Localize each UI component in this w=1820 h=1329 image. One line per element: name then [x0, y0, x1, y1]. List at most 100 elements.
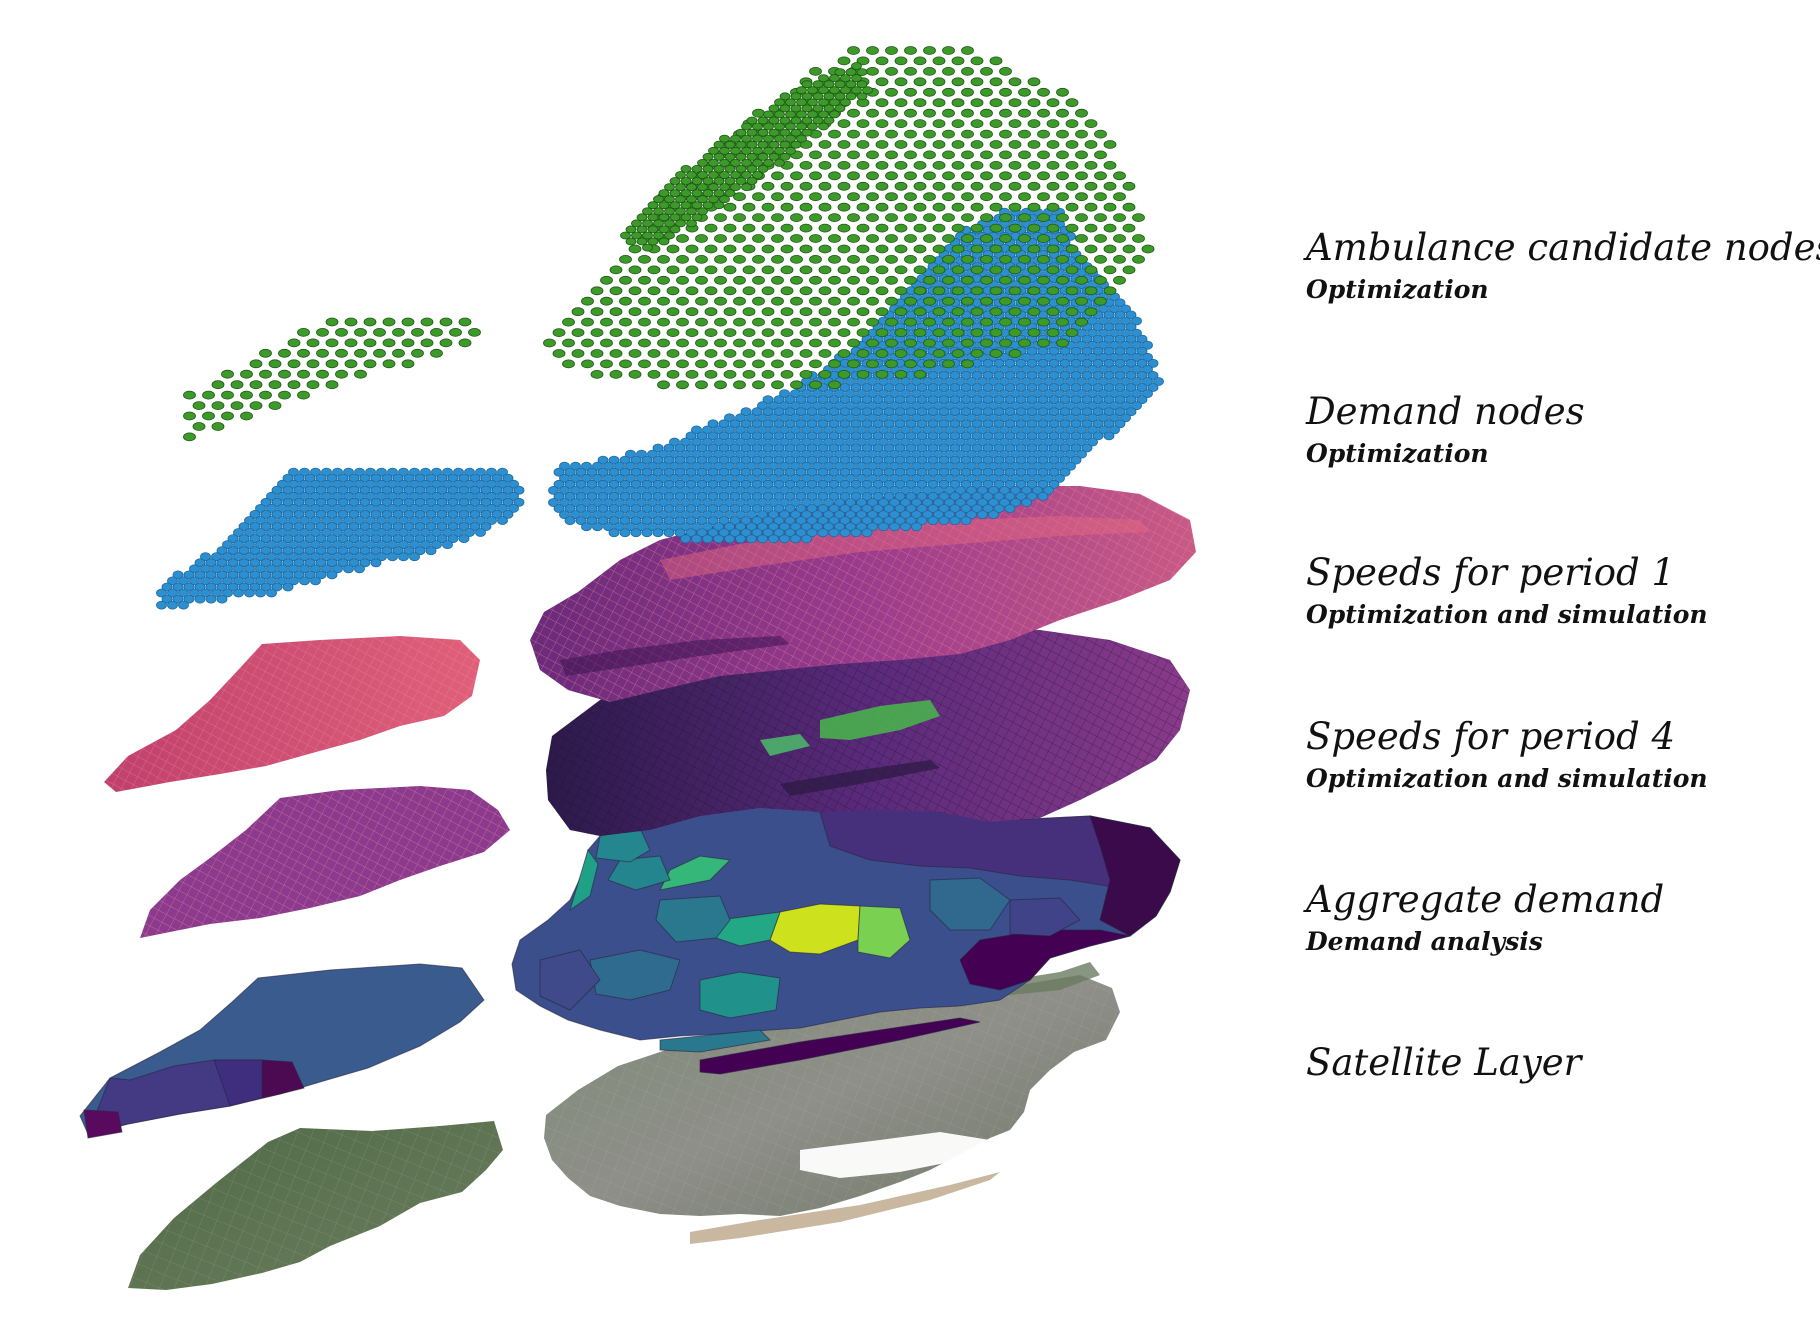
ambulance-node-dot — [885, 87, 898, 97]
ambulance-node-dot — [401, 338, 415, 348]
ambulance-node-dot — [628, 265, 642, 275]
demand-node-dot — [475, 528, 486, 537]
demand-node-dot — [156, 600, 167, 610]
demand-node-dot — [828, 516, 840, 525]
ambulance-node-dot — [658, 237, 670, 246]
demand-node-dot — [453, 479, 464, 489]
demand-node-dot — [707, 479, 719, 489]
demand-node-dot — [282, 497, 294, 507]
ambulance-node-dot — [552, 328, 566, 338]
demand-node-dot — [927, 504, 939, 513]
demand-node-dot — [993, 504, 1005, 513]
demand-node-dot — [381, 534, 393, 543]
ambulance-node-dot — [828, 380, 841, 390]
ambulance-node-dot — [1046, 223, 1060, 233]
demand-node-dot — [1131, 328, 1142, 338]
demand-node-dot — [1070, 431, 1082, 441]
demand-node-dot — [806, 467, 818, 477]
demand-node-dot — [266, 588, 277, 598]
ambulance-node-dot — [1065, 286, 1079, 296]
ambulance-node-dot — [741, 122, 752, 131]
ambulance-node-dot — [904, 359, 917, 369]
demand-node-dot — [1131, 389, 1142, 399]
ambulance-node-dot — [961, 317, 974, 327]
demand-node-dot — [502, 473, 514, 483]
demand-node-dot — [1081, 443, 1093, 453]
ambulance-node-dot — [829, 86, 840, 95]
demand-node-dot — [608, 504, 620, 513]
demand-node-dot — [370, 558, 382, 568]
demand-node-dot — [255, 528, 266, 537]
demand-node-dot — [1004, 383, 1016, 392]
demand-node-dot — [702, 425, 713, 435]
ambulance-node-dot — [552, 349, 566, 358]
demand-node-dot — [960, 431, 972, 441]
demand-node-dot — [762, 528, 774, 538]
ambulance-node-dot — [932, 349, 946, 358]
ambulance-node-dot — [746, 116, 758, 125]
demand-node-dot — [458, 522, 470, 531]
ambulance-node-dot — [713, 177, 725, 185]
ambulance-node-dot — [790, 92, 802, 101]
ambulance-node-dot — [885, 108, 898, 118]
demand-node-dot — [999, 485, 1010, 495]
ambulance-node-dot — [642, 231, 653, 240]
ambulance-node-dot — [636, 225, 648, 234]
demand-node-dot — [834, 473, 845, 483]
ambulance-node-dot — [980, 150, 993, 160]
ambulance-node-dot — [942, 129, 955, 139]
demand-node-dot — [713, 522, 724, 532]
ambulance-node-dot — [1037, 129, 1050, 139]
demand-node-dot — [497, 503, 508, 513]
demand-node-dot — [1059, 370, 1071, 380]
demand-node-dot — [564, 504, 576, 513]
demand-node-dot — [619, 516, 631, 525]
demand-node-dot — [1026, 395, 1038, 405]
ambulance-node-dot — [1141, 244, 1155, 254]
demand-node-dot — [1092, 322, 1104, 332]
demand-node-dot — [1081, 419, 1093, 429]
demand-node-dot — [183, 582, 195, 592]
ambulance-node-dot — [1018, 150, 1031, 160]
demand-node-dot — [905, 443, 917, 453]
demand-node-dot — [392, 522, 404, 531]
demand-node-dot — [905, 491, 917, 501]
ambulance-node-dot — [1008, 77, 1022, 87]
ambulance-node-dot — [1027, 307, 1041, 317]
demand-node-dot — [867, 473, 878, 483]
demand-node-dot — [398, 491, 409, 501]
demand-node-dot — [200, 576, 211, 586]
demand-node-dot — [735, 461, 746, 471]
ambulance-node-dot — [885, 359, 898, 369]
demand-node-dot — [933, 437, 944, 447]
demand-node-dot — [955, 437, 966, 447]
demand-node-dot — [271, 558, 283, 568]
demand-node-dot — [889, 401, 900, 411]
demand-node-dot — [784, 467, 796, 477]
demand-node-dot — [823, 425, 834, 435]
demand-node-dot — [1021, 389, 1032, 399]
ambulance-node-dot — [211, 380, 225, 390]
demand-node-dot — [282, 473, 294, 483]
demand-node-dot — [707, 504, 719, 513]
ambulance-node-dot — [845, 80, 857, 89]
demand-node-dot — [982, 443, 994, 453]
demand-node-dot — [1065, 425, 1076, 435]
demand-node-dot — [933, 401, 944, 411]
demand-node-dot — [768, 485, 779, 495]
demand-node-dot — [1081, 407, 1093, 417]
demand-node-dot — [845, 425, 856, 435]
demand-node-dot — [691, 522, 702, 532]
demand-node-dot — [790, 498, 801, 507]
demand-node-dot — [933, 364, 944, 374]
demand-node-dot — [641, 455, 653, 465]
demand-node-dot — [1054, 377, 1065, 386]
demand-node-dot — [977, 498, 988, 507]
demand-node-dot — [299, 516, 310, 525]
demand-node-dot — [227, 582, 239, 592]
demand-node-dot — [475, 467, 486, 477]
demand-node-dot — [1103, 346, 1115, 356]
ambulance-node-dot — [1075, 275, 1088, 285]
demand-node-dot — [669, 510, 680, 519]
demand-node-dot — [724, 413, 735, 423]
